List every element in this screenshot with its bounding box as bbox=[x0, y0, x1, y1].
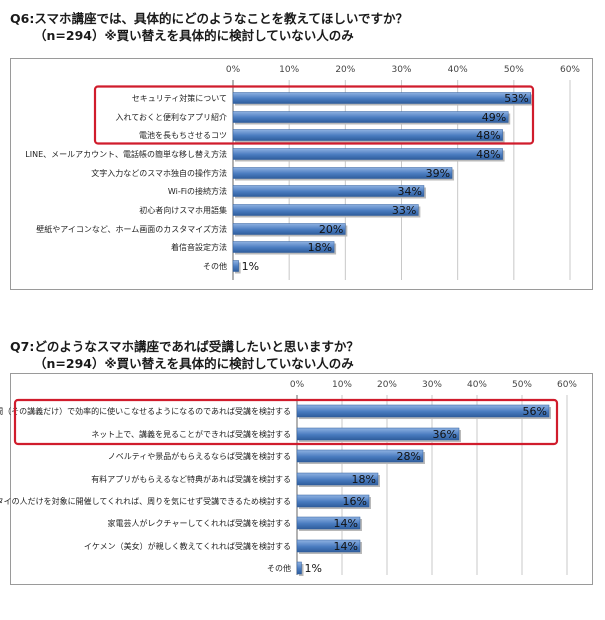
q7-bar bbox=[296, 561, 302, 575]
q6-bar bbox=[232, 148, 503, 160]
q6-bar bbox=[232, 185, 425, 197]
q6-tick-label: 50% bbox=[504, 65, 524, 75]
q6-category-label: Wi-Fiの接続方法 bbox=[168, 186, 227, 196]
q7-category-label: 有料アプリがもらえるなど特典があれば受講を検討する bbox=[91, 474, 291, 484]
q7-tick-label: 50% bbox=[512, 380, 532, 390]
q6-bar bbox=[232, 111, 509, 123]
q6-category-label: 初心者向けスマホ用語集 bbox=[139, 205, 227, 215]
q6-category-label: セキュリティ対策について bbox=[132, 93, 227, 103]
q7-value-label: 56% bbox=[523, 405, 547, 418]
q6-value-label: 53% bbox=[504, 92, 528, 105]
q7-bar bbox=[296, 539, 361, 553]
q6-tick-label: 20% bbox=[335, 65, 355, 75]
q7-heading: Q7:どのようなスマホ講座であれば受講したいと思いますか？ （n=294）※買い… bbox=[10, 338, 359, 372]
q7-category-label: イケメン（美女）が親しく教えてくれれば受講を検討する bbox=[84, 541, 291, 551]
q6-value-label: 49% bbox=[482, 111, 506, 124]
q6-plot: 0% 10% 20% 30% 40% 50% 60% セキュリティ対策について 53% 入れておく… bbox=[25, 65, 580, 280]
q6-value-label: 33% bbox=[392, 204, 416, 217]
q6-title: Q6:スマホ講座では、具体的にどのようなことを教えてほしいですか？ bbox=[10, 11, 408, 26]
q7-tick-label: 40% bbox=[467, 380, 487, 390]
q6-highlight-box bbox=[93, 85, 535, 145]
q6-category-label: LINE、メールアカウント、電話帳の簡単な移し替え方法 bbox=[25, 149, 227, 159]
q7-tick-label: 30% bbox=[422, 380, 442, 390]
q7-highlight-box bbox=[13, 398, 559, 446]
q7-category-label: その他 bbox=[267, 563, 291, 573]
q6-value-label: 1% bbox=[242, 260, 259, 273]
q6-tick-label: 40% bbox=[448, 65, 468, 75]
q7-bar bbox=[296, 516, 361, 530]
q6-value-label: 34% bbox=[398, 185, 422, 198]
q7-tick-label: 20% bbox=[377, 380, 397, 390]
q6-value-label: 48% bbox=[476, 148, 500, 161]
q7-category-label: 短時間（その講義だけ）で効率的に使いこなせるようになるのであれば受講を検討する bbox=[0, 406, 291, 416]
q7-category-label: 家電芸人がレクチャーしてくれれば受講を検討する bbox=[108, 518, 291, 528]
q6-bar bbox=[232, 129, 503, 141]
q6-category-label: 着信音設定方法 bbox=[171, 242, 227, 252]
q7-bar bbox=[296, 472, 379, 486]
q7-bar bbox=[296, 449, 424, 463]
q7-bar bbox=[296, 494, 370, 508]
q7-title: Q7:どのようなスマホ講座であれば受講したいと思いますか？ bbox=[10, 339, 359, 354]
q6-category-label: 壁紙やアイコンなど、ホーム画面のカスタマイズ方法 bbox=[36, 224, 227, 234]
q6-bar bbox=[232, 260, 239, 272]
q6-category-label: 電池を長もちさせるコツ bbox=[139, 130, 227, 140]
q7-bar bbox=[296, 404, 550, 418]
q6-category-label: 文字入力などのスマホ独自の操作方法 bbox=[91, 168, 227, 178]
q7-value-label: 1% bbox=[305, 562, 322, 575]
q7-value-label: 28% bbox=[397, 450, 421, 463]
q7-value-label: 36% bbox=[433, 428, 457, 441]
q7-value-label: 14% bbox=[334, 517, 358, 530]
q7-category-label: ノベルティや景品がもらえるならば受講を検討する bbox=[108, 451, 291, 461]
q6-category-label: その他 bbox=[203, 261, 227, 271]
q7-plot: 0% 10% 20% 30% 40% 50% 60% 短時間（その講義だけ）で効率的に使いこな… bbox=[0, 380, 577, 576]
q6-bar bbox=[232, 167, 453, 179]
q7-value-label: 14% bbox=[334, 540, 358, 553]
q7-tick-label: 0% bbox=[290, 380, 305, 390]
q7-tick-label: 10% bbox=[332, 380, 352, 390]
q7-tick-label: 60% bbox=[557, 380, 577, 390]
q6-subtitle: （n=294）※買い替えを具体的に検討していない人のみ bbox=[34, 28, 354, 43]
q6-bar bbox=[232, 92, 531, 104]
q6-bar bbox=[232, 241, 335, 253]
q6-value-label: 48% bbox=[476, 129, 500, 142]
q6-category-label: 入れておくと便利なアプリ紹介 bbox=[115, 112, 227, 122]
q7-bar bbox=[296, 427, 460, 441]
q6-tick-label: 60% bbox=[560, 65, 580, 75]
q6-tick-label: 30% bbox=[391, 65, 411, 75]
q6-value-label: 20% bbox=[319, 223, 343, 236]
q6-value-label: 39% bbox=[426, 167, 450, 180]
q6-heading: Q6:スマホ講座では、具体的にどのようなことを教えてほしいですか？ （n=294… bbox=[10, 10, 408, 44]
q6-tick-label: 0% bbox=[226, 65, 241, 75]
q7-value-label: 16% bbox=[343, 495, 367, 508]
q6-bar bbox=[232, 223, 346, 235]
q6-value-label: 18% bbox=[308, 241, 332, 254]
q7-subtitle: （n=294）※買い替えを具体的に検討していない人のみ bbox=[34, 356, 354, 371]
q7-category-label: ネット上で、講義を見ることができれば受講を検討する bbox=[91, 429, 291, 439]
q7-category-label: ケータイの人だけを対象に開催してくれれば、周りを気にせず受講できるため検討する bbox=[0, 496, 291, 506]
q7-value-label: 18% bbox=[352, 473, 376, 486]
q6-tick-label: 10% bbox=[279, 65, 299, 75]
q6-bar bbox=[232, 204, 419, 216]
